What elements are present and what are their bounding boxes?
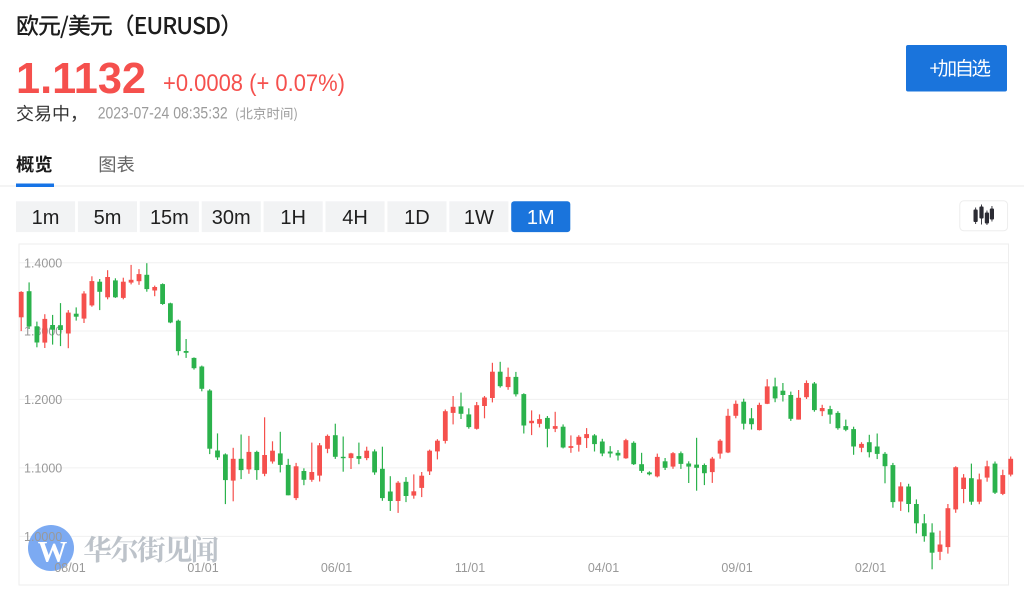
svg-text:09/01: 09/01 — [721, 561, 752, 575]
svg-text:W: W — [38, 537, 68, 569]
svg-text:08/01: 08/01 — [54, 561, 85, 575]
svg-text:15m: 15m — [150, 207, 189, 229]
svg-text:06/01: 06/01 — [321, 561, 352, 575]
svg-text:11/01: 11/01 — [455, 561, 485, 575]
svg-text:04/01: 04/01 — [588, 561, 619, 575]
svg-text:5m: 5m — [94, 207, 122, 229]
svg-text:1.2000: 1.2000 — [24, 393, 62, 407]
svg-text:30m: 30m — [212, 207, 251, 229]
svg-text:1.1000: 1.1000 — [24, 461, 62, 475]
svg-text:1.0000: 1.0000 — [24, 530, 62, 544]
svg-text:1D: 1D — [404, 207, 430, 229]
svg-text:01/01: 01/01 — [187, 561, 218, 575]
svg-text:+0.0008 (+ 0.07%): +0.0008 (+ 0.07%) — [163, 70, 345, 97]
svg-text:2023-07-24 08:35:32: 2023-07-24 08:35:32 — [98, 104, 228, 122]
svg-text:1M: 1M — [527, 207, 555, 229]
svg-text:1.1132: 1.1132 — [16, 54, 146, 103]
svg-text:4H: 4H — [342, 207, 368, 229]
svg-text:1H: 1H — [280, 207, 306, 229]
svg-text:02/01: 02/01 — [855, 561, 886, 575]
svg-text:1m: 1m — [32, 207, 60, 229]
svg-text:1W: 1W — [464, 207, 494, 229]
svg-text:1.4000: 1.4000 — [24, 256, 62, 270]
